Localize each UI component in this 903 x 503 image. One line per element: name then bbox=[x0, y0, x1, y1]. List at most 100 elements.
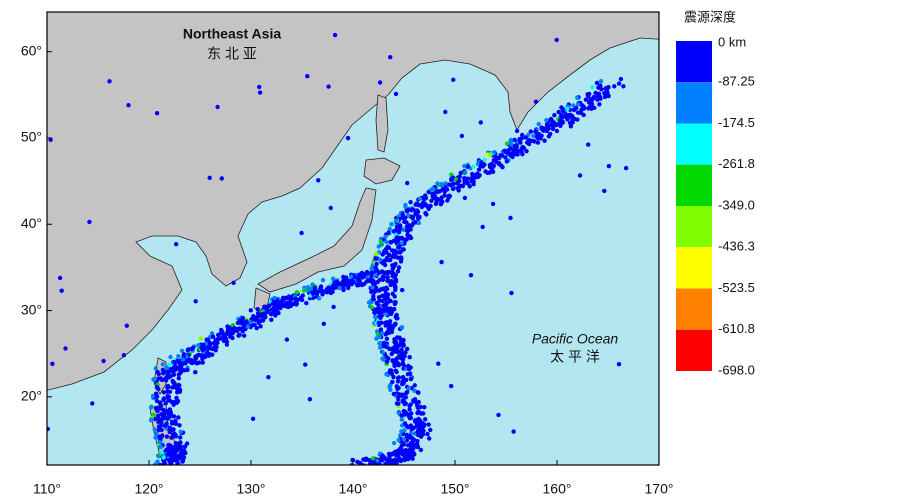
quake-dot bbox=[331, 304, 336, 310]
quake-dot bbox=[180, 459, 185, 464]
quake-dot bbox=[158, 466, 162, 470]
quake-dot bbox=[178, 370, 183, 375]
quake-dot bbox=[333, 280, 338, 285]
quake-dot bbox=[594, 80, 600, 86]
quake-dot bbox=[219, 176, 224, 181]
quake-dot bbox=[163, 401, 168, 406]
quake-dot bbox=[416, 409, 421, 414]
quake-dot bbox=[181, 448, 187, 453]
quake-dot bbox=[458, 170, 463, 176]
quake-dot bbox=[382, 455, 387, 460]
quake-dot bbox=[101, 358, 106, 364]
quake-dot bbox=[396, 227, 402, 232]
quake-dot bbox=[396, 437, 401, 443]
quake-dot bbox=[503, 155, 508, 160]
quake-dot bbox=[373, 273, 378, 278]
quake-dot bbox=[397, 244, 402, 249]
legend-swatch bbox=[676, 206, 712, 248]
quake-dot bbox=[167, 362, 172, 367]
quake-dot bbox=[575, 117, 580, 122]
quake-dot bbox=[415, 215, 421, 221]
legend-swatch bbox=[676, 123, 712, 165]
quake-dot bbox=[418, 404, 423, 410]
quake-dot bbox=[517, 137, 522, 142]
quake-dot bbox=[400, 357, 406, 362]
quake-dot bbox=[241, 320, 246, 326]
quake-dot bbox=[231, 280, 236, 285]
quake-dot bbox=[222, 333, 227, 339]
y-tick-label: 30° bbox=[21, 301, 42, 317]
quake-dot bbox=[153, 435, 158, 440]
quake-dot bbox=[524, 149, 529, 154]
quake-dot bbox=[379, 330, 385, 336]
quake-dot bbox=[390, 254, 395, 259]
quake-dot bbox=[371, 296, 376, 302]
quake-dot bbox=[606, 163, 612, 169]
quake-dot bbox=[519, 149, 524, 155]
quake-dot bbox=[59, 288, 64, 293]
quake-dot bbox=[160, 362, 166, 367]
quake-dot bbox=[245, 324, 251, 329]
region-label-cn: 东 北 亚 bbox=[207, 46, 257, 62]
quake-dot bbox=[371, 460, 377, 465]
quake-dot bbox=[377, 298, 382, 303]
quake-dot bbox=[400, 360, 405, 366]
quake-dot bbox=[178, 361, 183, 367]
quake-dot bbox=[48, 137, 53, 142]
quake-dot bbox=[167, 429, 172, 435]
region-label-cn: 太 平 洋 bbox=[550, 349, 600, 365]
quake-dot bbox=[618, 76, 624, 82]
quake-dot bbox=[386, 257, 391, 263]
quake-dot bbox=[478, 164, 483, 169]
quake-dot bbox=[535, 133, 541, 139]
legend-swatch bbox=[676, 329, 712, 371]
quake-dot bbox=[350, 468, 354, 472]
quake-dot bbox=[404, 391, 409, 396]
quake-dot bbox=[171, 414, 177, 419]
quake-dot bbox=[248, 308, 253, 313]
quake-dot bbox=[124, 323, 129, 328]
quake-dot bbox=[307, 397, 313, 402]
quake-dot bbox=[391, 345, 397, 351]
quake-dot bbox=[188, 359, 193, 365]
quake-dot bbox=[154, 431, 159, 436]
quake-dot bbox=[412, 383, 417, 388]
quake-dot bbox=[370, 285, 375, 290]
quake-dot bbox=[423, 193, 428, 198]
quake-dot bbox=[162, 423, 167, 428]
quake-dot bbox=[211, 340, 217, 346]
quake-dot bbox=[408, 423, 413, 428]
quake-dot bbox=[401, 227, 406, 232]
quake-dot bbox=[176, 382, 181, 388]
quake-dot bbox=[224, 342, 230, 347]
quake-dot bbox=[341, 287, 346, 293]
quake-dot bbox=[565, 106, 570, 112]
quake-dot bbox=[416, 399, 421, 405]
quake-dot bbox=[398, 450, 404, 455]
quake-dot bbox=[463, 170, 468, 175]
legend-swatch bbox=[676, 247, 712, 289]
quake-dot bbox=[311, 291, 316, 296]
quake-dot bbox=[556, 109, 561, 115]
quake-dot bbox=[602, 188, 607, 194]
quake-dot bbox=[395, 386, 400, 392]
quake-dot bbox=[210, 334, 216, 339]
quake-dot bbox=[402, 353, 407, 359]
quake-dot bbox=[172, 381, 177, 386]
quake-dot bbox=[248, 320, 253, 325]
quake-dot bbox=[598, 83, 603, 88]
y-tick-label: 60° bbox=[21, 42, 42, 58]
quake-dot bbox=[386, 459, 391, 464]
quake-dot bbox=[175, 443, 180, 448]
quake-dot bbox=[384, 344, 389, 349]
quake-dot bbox=[429, 198, 434, 203]
quake-dot bbox=[465, 164, 471, 169]
quake-dot bbox=[388, 387, 393, 392]
quake-dot bbox=[318, 284, 324, 289]
quake-dot bbox=[453, 177, 459, 182]
quake-dot bbox=[465, 176, 470, 181]
quake-dot bbox=[346, 285, 351, 291]
quake-dot bbox=[176, 415, 181, 420]
quake-dot bbox=[304, 300, 309, 306]
